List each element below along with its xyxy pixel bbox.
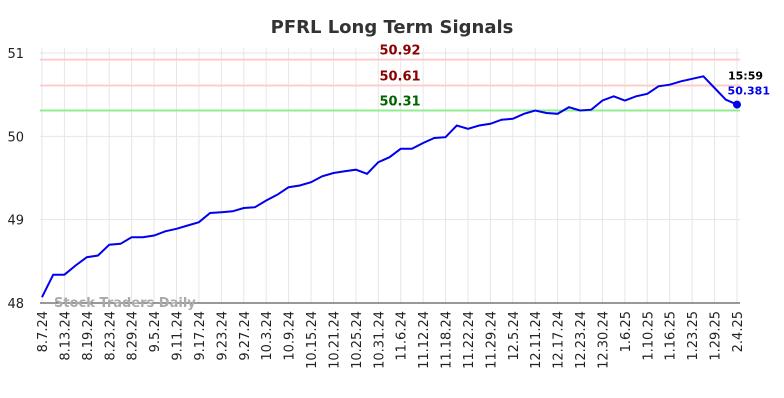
x-tick-label: 10.3.24 — [260, 311, 275, 361]
x-tick-label: 11.22.24 — [462, 311, 477, 369]
x-tick-label: 8.7.24 — [36, 311, 51, 352]
x-tick-label: 9.11.24 — [171, 311, 186, 361]
x-tick-label: 11.12.24 — [417, 311, 432, 369]
chart-title: PFRL Long Term Signals — [271, 17, 514, 38]
reference-label: 50.61 — [379, 70, 420, 85]
x-tick-label: 12.17.24 — [552, 311, 567, 369]
x-tick-label: 9.5.24 — [148, 311, 163, 352]
y-tick-label: 50 — [7, 130, 24, 145]
x-tick-label: 1.29.25 — [709, 311, 724, 361]
last-value: 50.381 — [728, 85, 770, 98]
x-tick-label: 10.21.24 — [327, 311, 342, 369]
x-tick-label: 8.19.24 — [81, 311, 96, 361]
x-tick-label: 1.23.25 — [686, 311, 701, 361]
x-tick-label: 2.4.25 — [731, 311, 746, 352]
x-tick-label: 8.13.24 — [58, 311, 73, 361]
x-tick-label: 1.10.25 — [641, 311, 656, 361]
x-tick-label: 8.23.24 — [103, 311, 118, 361]
watermark: Stock Traders Daily — [54, 296, 196, 311]
reference-label: 50.92 — [379, 44, 420, 59]
x-tick-label: 10.25.24 — [350, 311, 365, 369]
x-tick-label: 11.29.24 — [484, 311, 499, 369]
x-tick-label: 9.23.24 — [215, 311, 230, 361]
x-tick-label: 8.29.24 — [126, 311, 141, 361]
x-tick-label: 10.15.24 — [305, 311, 320, 369]
x-tick-label: 11.6.24 — [395, 311, 410, 361]
x-tick-label: 10.31.24 — [372, 311, 387, 369]
y-tick-label: 51 — [7, 47, 24, 62]
reference-label: 50.31 — [379, 95, 420, 110]
y-tick-label: 48 — [7, 297, 24, 312]
price-line — [41, 75, 738, 298]
x-tick-label: 9.27.24 — [238, 311, 253, 361]
x-tick-label: 9.17.24 — [193, 311, 208, 361]
x-tick-label: 12.30.24 — [596, 311, 611, 369]
x-tick-label: 12.11.24 — [529, 311, 544, 369]
x-tick-label: 10.9.24 — [283, 311, 298, 361]
x-tick-label: 11.18.24 — [440, 311, 455, 369]
x-tick-label: 12.23.24 — [574, 311, 589, 369]
last-time: 15:59 — [728, 70, 763, 83]
last-point — [733, 100, 741, 109]
x-tick-label: 12.5.24 — [507, 311, 522, 361]
x-tick-label: 1.6.25 — [619, 311, 634, 352]
y-tick-label: 49 — [7, 214, 24, 229]
x-tick-label: 1.16.25 — [664, 311, 679, 361]
